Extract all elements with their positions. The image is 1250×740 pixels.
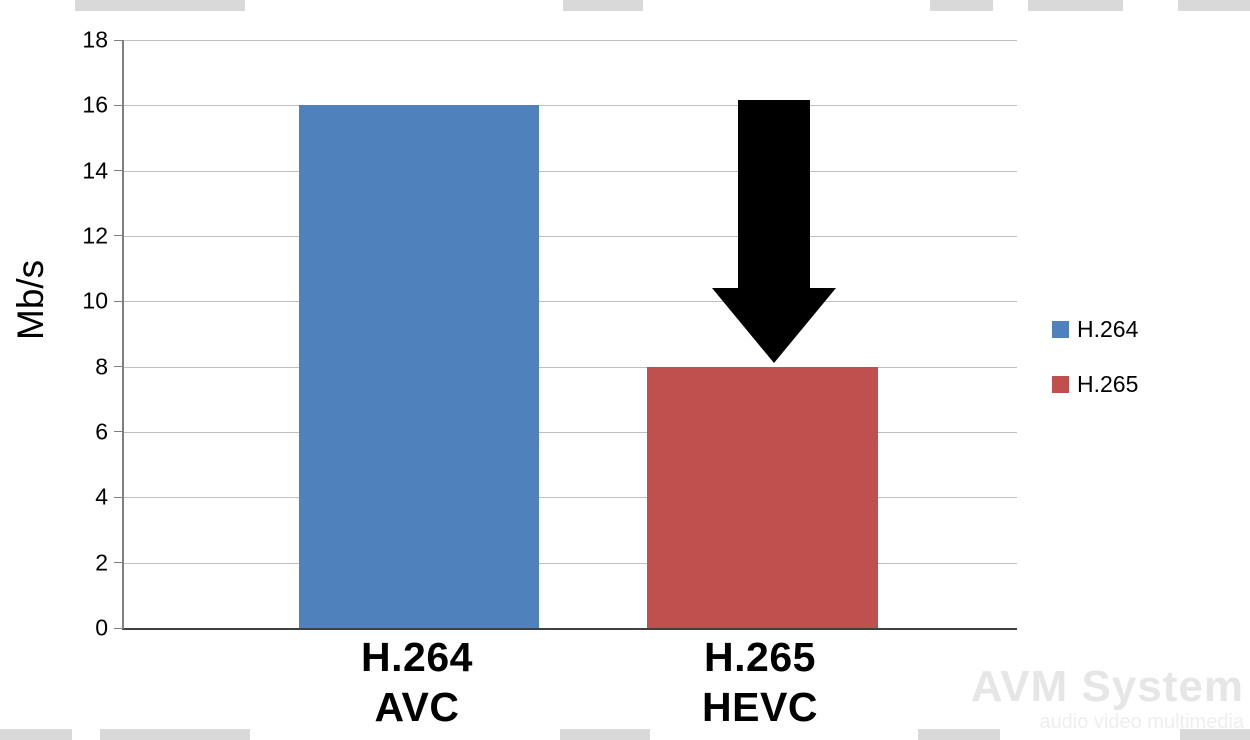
y-tick-label: 8 bbox=[95, 353, 108, 380]
watermark-title: AVM System bbox=[970, 662, 1244, 711]
gridline bbox=[124, 170, 1017, 172]
y-tick-mark bbox=[114, 39, 124, 41]
y-axis-tick-labels: 0 2 4 6 8 10 12 14 16 18 bbox=[42, 28, 108, 639]
y-tick-mark bbox=[114, 300, 124, 302]
edge-artifact bbox=[563, 0, 643, 11]
gridline bbox=[124, 105, 1017, 107]
watermark: AVM System audio video multimedia bbox=[971, 664, 1244, 734]
legend-swatch-h265 bbox=[1052, 376, 1069, 393]
gridline bbox=[124, 366, 1017, 368]
edge-artifact bbox=[100, 729, 250, 740]
edge-artifact bbox=[1028, 0, 1123, 11]
x-category-h264: H.264 AVC bbox=[257, 632, 577, 732]
y-tick-label: 6 bbox=[95, 418, 108, 445]
legend-swatch-h264 bbox=[1052, 321, 1069, 338]
edge-artifact bbox=[918, 729, 1000, 740]
gridline bbox=[124, 301, 1017, 303]
edge-artifact bbox=[75, 0, 245, 11]
y-tick-mark bbox=[114, 170, 124, 172]
gridline bbox=[124, 497, 1017, 499]
edge-artifact bbox=[560, 729, 650, 740]
legend-item-h265: H.265 bbox=[1052, 371, 1138, 398]
bar-h265 bbox=[647, 366, 878, 628]
arrow-head-icon bbox=[712, 288, 836, 363]
reduction-arrow bbox=[712, 100, 836, 363]
y-tick-label: 14 bbox=[82, 157, 108, 184]
x-category-line: H.264 bbox=[361, 634, 473, 680]
y-tick-label: 4 bbox=[95, 483, 108, 510]
y-tick-mark bbox=[114, 627, 124, 629]
plot-area bbox=[114, 39, 1017, 630]
y-tick-mark bbox=[114, 104, 124, 106]
legend: H.264 H.265 bbox=[1052, 316, 1138, 426]
legend-item-h264: H.264 bbox=[1052, 316, 1138, 343]
watermark-subtitle: audio video multimedia bbox=[1039, 711, 1244, 733]
legend-label: H.265 bbox=[1077, 371, 1139, 397]
y-tick-mark bbox=[114, 431, 124, 433]
x-category-h265: H.265 HEVC bbox=[600, 632, 920, 732]
y-tick-mark bbox=[114, 235, 124, 237]
gridline bbox=[124, 236, 1017, 237]
y-tick-mark bbox=[114, 496, 124, 498]
x-category-line: AVC bbox=[374, 684, 460, 730]
x-category-line: HEVC bbox=[702, 684, 818, 730]
gridline bbox=[124, 432, 1017, 433]
gridline bbox=[124, 562, 1017, 564]
edge-artifact bbox=[1180, 729, 1250, 740]
legend-label: H.264 bbox=[1077, 316, 1139, 342]
x-category-line: H.265 bbox=[704, 634, 816, 680]
y-tick-mark bbox=[114, 366, 124, 368]
bar-h264 bbox=[299, 105, 539, 628]
edge-artifact bbox=[930, 0, 993, 11]
y-tick-mark bbox=[114, 562, 124, 564]
y-tick-label: 2 bbox=[95, 549, 108, 576]
gridline bbox=[124, 40, 1017, 41]
y-tick-label: 16 bbox=[82, 91, 108, 118]
arrow-shaft-icon bbox=[738, 100, 810, 288]
edge-artifact bbox=[0, 729, 72, 740]
y-tick-label: 12 bbox=[82, 222, 108, 249]
y-tick-label: 18 bbox=[82, 26, 108, 53]
edge-artifact bbox=[1178, 0, 1250, 11]
y-tick-label: 10 bbox=[82, 287, 108, 314]
y-tick-label: 0 bbox=[95, 614, 108, 641]
